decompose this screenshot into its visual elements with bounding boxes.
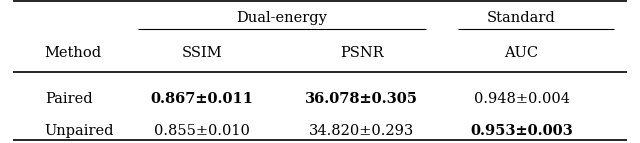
Text: 0.953±0.003: 0.953±0.003 [470, 124, 573, 138]
Text: SSIM: SSIM [181, 46, 222, 60]
Text: Standard: Standard [487, 11, 556, 25]
Text: Paired: Paired [45, 92, 92, 106]
Text: 0.948±0.004: 0.948±0.004 [474, 92, 570, 106]
Text: AUC: AUC [504, 46, 539, 60]
Text: Method: Method [45, 46, 102, 60]
Text: 34.820±0.293: 34.820±0.293 [309, 124, 414, 138]
Text: PSNR: PSNR [340, 46, 383, 60]
Text: 0.867±0.011: 0.867±0.011 [150, 92, 253, 106]
Text: 36.078±0.305: 36.078±0.305 [305, 92, 418, 106]
Text: Dual-energy: Dual-energy [236, 11, 327, 25]
Text: 0.855±0.010: 0.855±0.010 [154, 124, 250, 138]
Text: Unpaired: Unpaired [45, 124, 115, 138]
